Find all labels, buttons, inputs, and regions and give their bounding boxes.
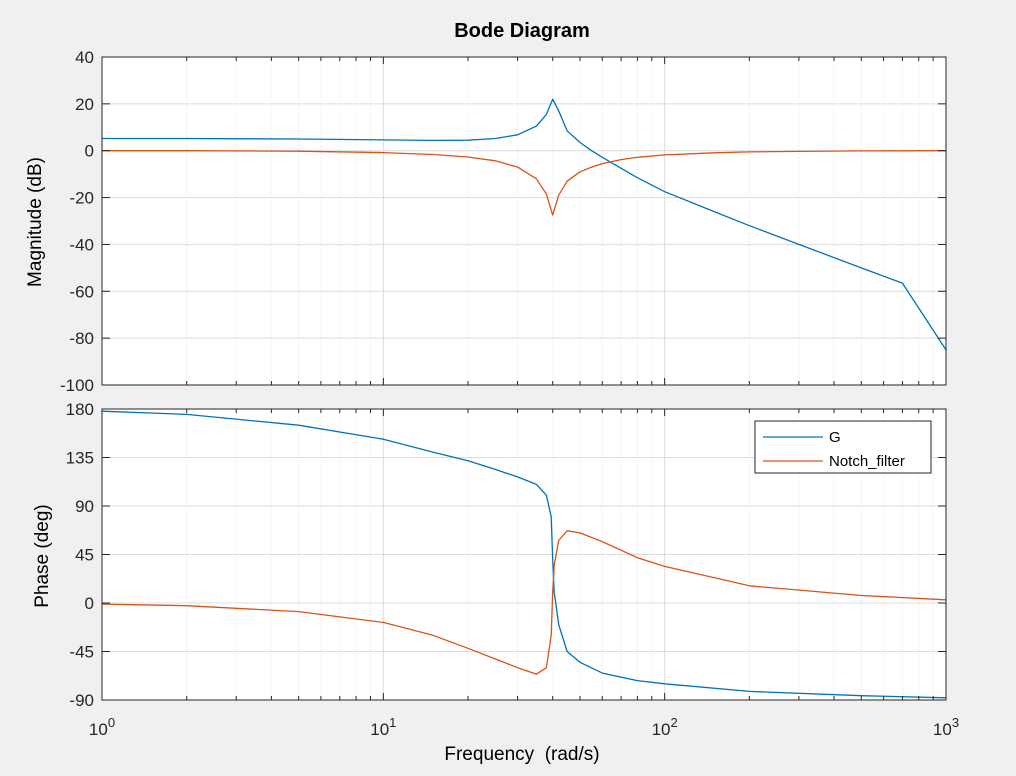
phase-ytick-label: 45 — [75, 546, 94, 565]
magnitude-ytick-label: 40 — [75, 48, 94, 67]
phase-ytick-label: 90 — [75, 497, 94, 516]
phase-ytick-label: 135 — [66, 449, 94, 468]
phase-ytick-label: 180 — [66, 400, 94, 419]
phase-series-g — [101, 410, 947, 699]
phase-xtick-label: 103 — [933, 715, 959, 739]
phase-series — [101, 410, 947, 699]
chart-title: Bode Diagram — [454, 20, 590, 42]
magnitude-ytick-label: 0 — [85, 142, 94, 161]
magnitude-series-g — [102, 98, 947, 351]
magnitude-ytick-label: -100 — [60, 376, 94, 395]
magnitude-ytick-label: -20 — [69, 189, 94, 208]
magnitude-axes[interactable]: 40 20 0 -20 -40 -60 -80 -100 — [60, 48, 947, 395]
legend-label-g: G — [829, 429, 841, 446]
frequency-xlabel: Frequency (rad/s) — [444, 744, 599, 765]
magnitude-series — [102, 98, 947, 351]
magnitude-axes-frame — [101, 56, 947, 386]
phase-xtick-label: 101 — [370, 715, 396, 739]
phase-series-notch-filter — [101, 530, 947, 675]
magnitude-ylabel: Magnitude (dB) — [25, 157, 46, 287]
magnitude-ytick-label: -40 — [69, 235, 94, 254]
legend-label-notch-filter: Notch_filter — [829, 453, 905, 470]
phase-ytick-label: -45 — [69, 643, 94, 662]
phase-ytick-label: 0 — [85, 594, 94, 613]
phase-xtick-label: 100 — [89, 715, 115, 739]
legend[interactable]: G Notch_filter — [754, 420, 932, 474]
legend-box — [754, 420, 932, 474]
phase-ytick-label: -90 — [69, 691, 94, 710]
phase-ticks: 180 135 90 45 0 -45 -90 100 101 102 103 — [66, 400, 959, 739]
magnitude-ytick-label: -80 — [69, 329, 94, 348]
magnitude-ytick-label: 20 — [75, 95, 94, 114]
magnitude-plot-area — [102, 57, 946, 385]
magnitude-ticks: 40 20 0 -20 -40 -60 -80 -100 — [60, 48, 947, 395]
phase-ylabel: Phase (deg) — [32, 504, 53, 608]
phase-xtick-label: 102 — [652, 715, 678, 739]
magnitude-ytick-label: -60 — [69, 282, 94, 301]
magnitude-series-notch-filter — [102, 150, 947, 216]
